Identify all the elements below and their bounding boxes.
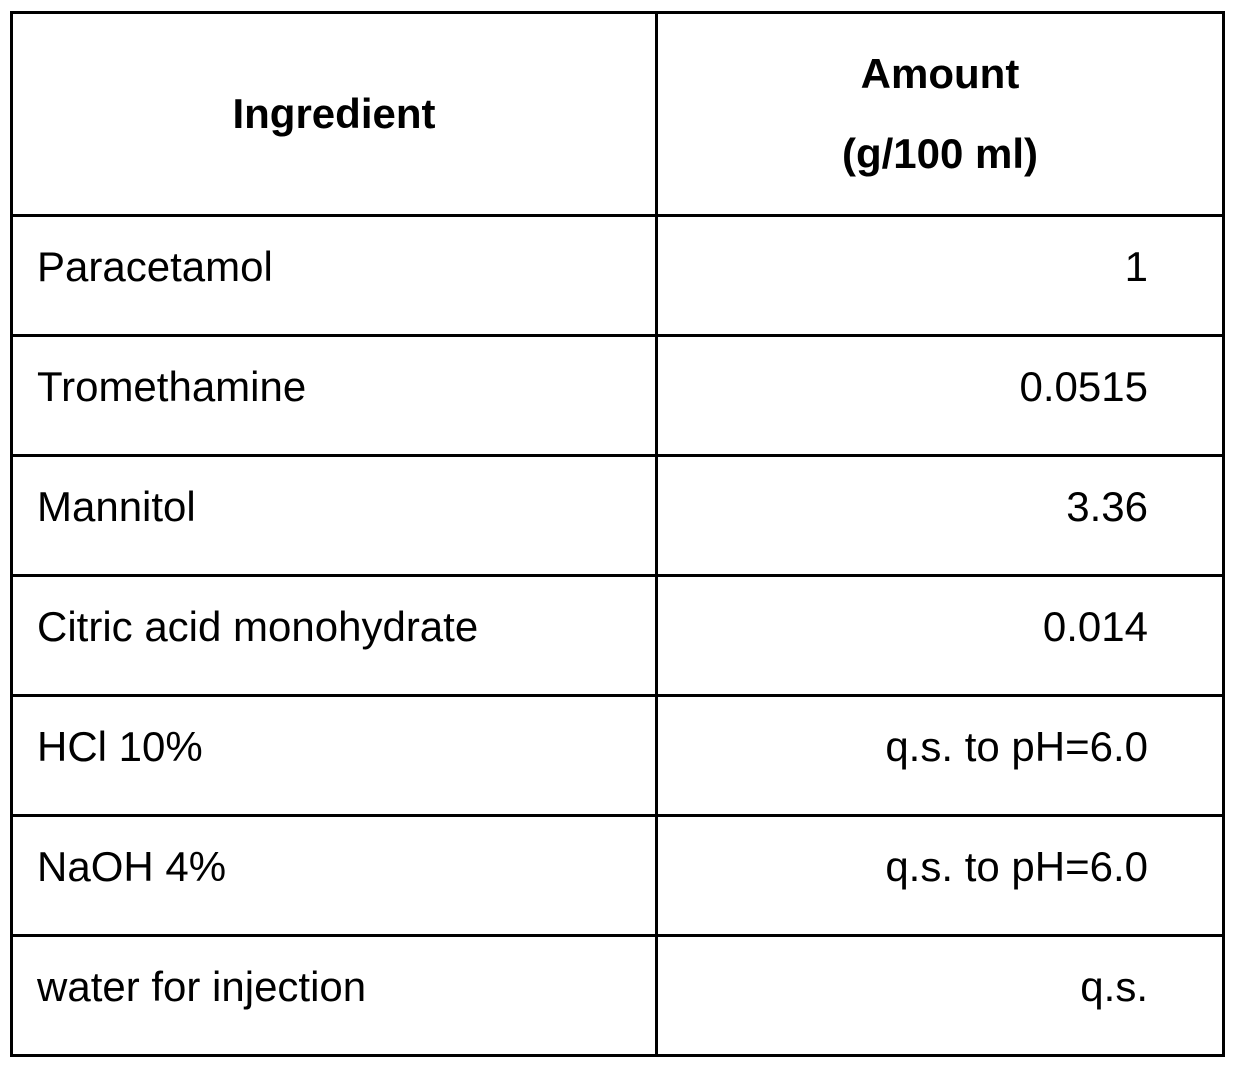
amount-cell: 0.014 bbox=[655, 574, 1225, 697]
ingredient-cell: HCl 10% bbox=[10, 694, 658, 817]
amount-cell: q.s. to pH=6.0 bbox=[655, 814, 1225, 937]
ingredient-cell: water for injection bbox=[10, 934, 658, 1057]
header-amount: Amount (g/100 ml) bbox=[655, 11, 1225, 217]
amount-cell: q.s. bbox=[655, 934, 1225, 1057]
table-row: HCl 10% q.s. to pH=6.0 bbox=[10, 694, 1225, 817]
ingredient-cell: Tromethamine bbox=[10, 334, 658, 457]
table-header-row: Ingredient Amount (g/100 ml) bbox=[10, 11, 1225, 217]
ingredient-cell: Citric acid monohydrate bbox=[10, 574, 658, 697]
amount-cell: 0.0515 bbox=[655, 334, 1225, 457]
amount-cell: 3.36 bbox=[655, 454, 1225, 577]
amount-cell: q.s. to pH=6.0 bbox=[655, 694, 1225, 817]
ingredient-cell: NaOH 4% bbox=[10, 814, 658, 937]
ingredient-table: Ingredient Amount (g/100 ml) Paracetamol… bbox=[10, 11, 1225, 1057]
table-row: Citric acid monohydrate 0.014 bbox=[10, 574, 1225, 697]
table-row: Mannitol 3.36 bbox=[10, 454, 1225, 577]
amount-cell: 1 bbox=[655, 214, 1225, 337]
table-row: water for injection q.s. bbox=[10, 934, 1225, 1057]
ingredient-cell: Mannitol bbox=[10, 454, 658, 577]
header-ingredient-label: Ingredient bbox=[232, 90, 436, 137]
header-amount-unit: (g/100 ml) bbox=[841, 130, 1039, 177]
header-ingredient: Ingredient bbox=[10, 11, 658, 217]
table-row: Tromethamine 0.0515 bbox=[10, 334, 1225, 457]
ingredient-cell: Paracetamol bbox=[10, 214, 658, 337]
table-row: NaOH 4% q.s. to pH=6.0 bbox=[10, 814, 1225, 937]
header-amount-label: Amount bbox=[860, 50, 1020, 97]
table-row: Paracetamol 1 bbox=[10, 214, 1225, 337]
